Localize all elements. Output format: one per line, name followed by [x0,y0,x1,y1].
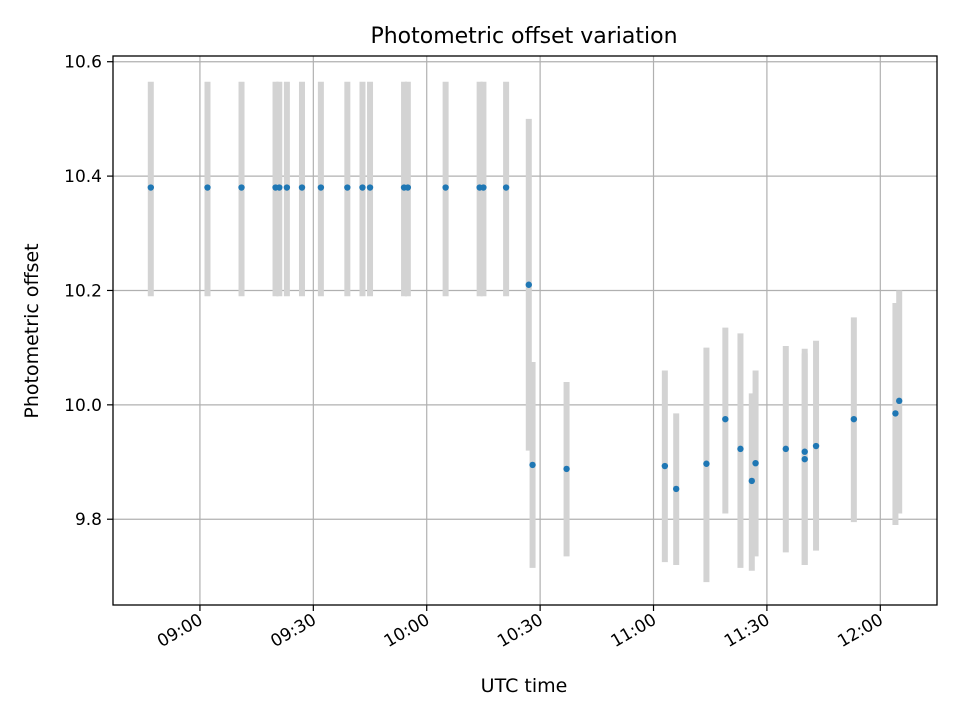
data-point [672,485,680,493]
y-tick-label: 9.8 [75,510,102,530]
data-point [737,445,744,453]
data-point [892,410,899,417]
y-axis-ticks: 9.8 10.0 10.2 10.4 10.6 [64,53,113,530]
data-point [359,184,366,191]
x-tick-label: 12:00 [834,610,886,652]
y-tick-label: 10.0 [64,396,102,416]
x-tick-label: 09:00 [154,610,206,652]
x-axis-ticks: 09:00 09:30 10:00 10:30 11:00 11:30 12:00 [154,605,887,652]
data-points [147,184,903,493]
data-point [238,184,245,191]
plot-frame [112,55,938,606]
x-axis-label: UTC time [481,675,568,697]
data-point [276,184,283,191]
data-point [442,184,449,191]
data-point [366,184,374,191]
data-point [480,184,487,191]
data-point [502,184,510,191]
data-point [782,445,790,453]
data-point [801,448,808,455]
x-tick-label: 11:30 [721,610,773,652]
data-point [317,184,325,191]
y-tick-label: 10.4 [64,167,102,187]
data-point [525,281,532,288]
data-point [801,455,808,463]
data-point [703,460,710,467]
data-point [147,184,154,191]
data-point [563,465,570,473]
data-point [748,477,755,485]
x-tick-label: 09:30 [267,610,319,652]
data-point [850,415,858,423]
x-tick-label: 10:30 [494,610,546,652]
y-tick-label: 10.2 [64,281,102,301]
data-point [404,184,412,191]
y-tick-label: 10.6 [64,53,102,73]
data-point [752,459,759,467]
x-tick-label: 10:00 [381,610,433,652]
data-point [896,397,903,405]
data-point [661,462,669,470]
chart-title: Photometric offset variation [370,24,677,49]
data-point [204,184,211,191]
data-point [298,184,306,191]
data-point [529,461,536,469]
data-point [722,415,729,423]
grid-lines [113,56,937,605]
y-axis-label: Photometric offset [21,243,43,418]
data-point [812,442,820,450]
data-point [344,184,351,191]
data-point [283,184,291,191]
x-tick-label: 11:00 [608,610,660,652]
error-bars [147,81,903,583]
